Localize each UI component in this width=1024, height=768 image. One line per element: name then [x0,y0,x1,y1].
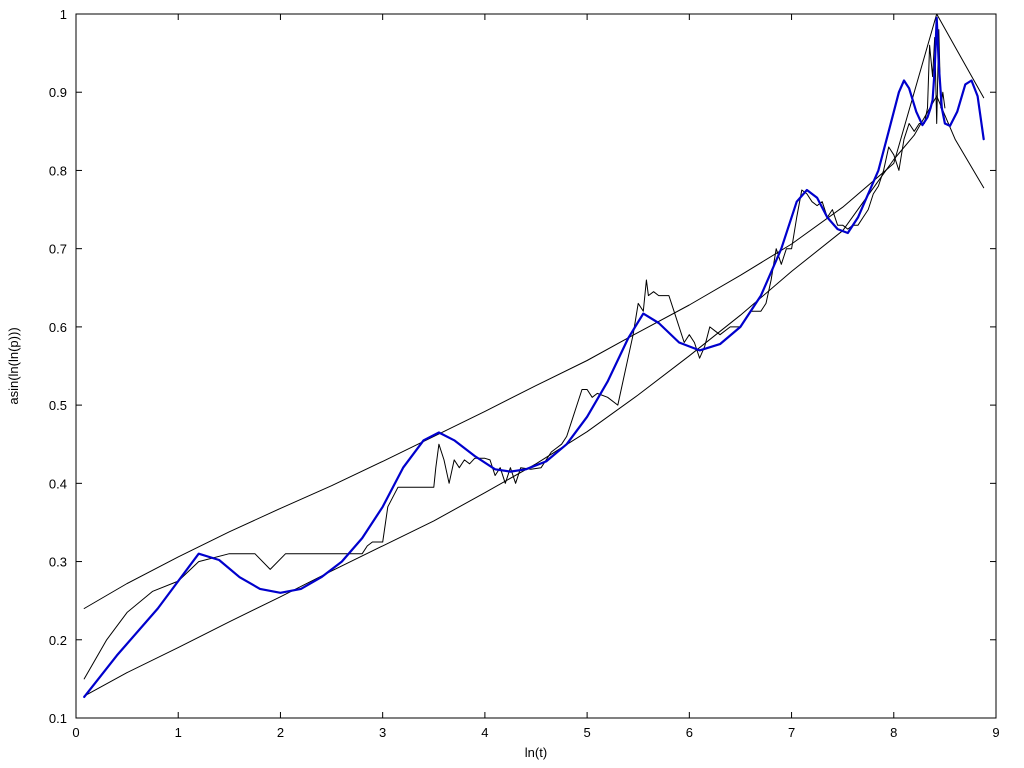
y-tick-label: 0.7 [49,242,67,257]
x-tick-label: 7 [788,725,795,740]
x-tick-label: 8 [890,725,897,740]
x-axis-title: ln(t) [525,745,547,760]
y-axis-title: asin(ln(ln(p))) [6,327,21,404]
series-line-2 [936,13,985,99]
x-tick-label: 3 [379,725,386,740]
series-line-6 [83,16,985,699]
plot-frame [75,13,997,719]
y-tick-label: 0.4 [49,476,67,491]
y-tick-label: 0.6 [49,320,67,335]
x-tick-label: 1 [175,725,182,740]
y-tick-label: 0.2 [49,633,67,648]
y-tick-label: 1 [60,7,67,22]
x-tick-label: 6 [686,725,693,740]
series-layer [83,13,985,699]
series-line-1 [83,13,938,609]
y-tick-label: 0.5 [49,398,67,413]
series-line-5 [83,29,946,680]
y-tick-label: 0.9 [49,85,67,100]
y-tick-label: 0.8 [49,163,67,178]
axis-ticks [75,13,997,719]
x-tick-label: 9 [992,725,999,740]
x-tick-label: 5 [583,725,590,740]
tick-labels: 0 1 2 3 4 5 6 7 8 9 0.1 0.2 0.3 0.4 0.5 0.6 0.7 0.8 0.9 1 [49,7,1000,740]
x-tick-label: 4 [481,725,488,740]
x-tick-label: 2 [277,725,284,740]
x-tick-label: 0 [72,725,79,740]
y-tick-label: 0.3 [49,555,67,570]
y-tick-label: 0.1 [49,711,67,726]
